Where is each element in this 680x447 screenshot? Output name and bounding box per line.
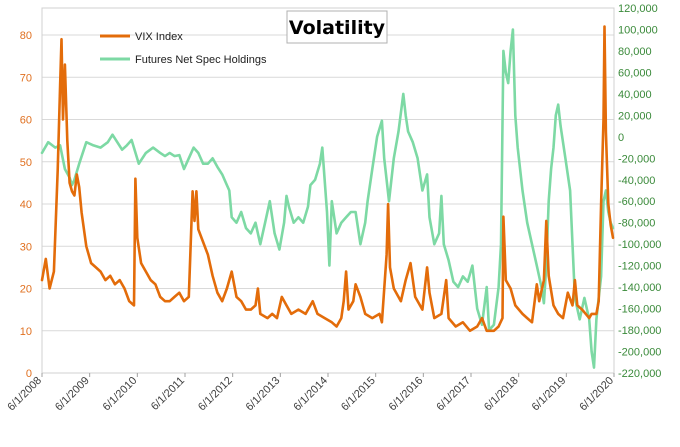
left-tick-label: 10	[20, 326, 32, 338]
right-axis-ticks: -220,000 -200,000 -180,000 -160,000 -140,000…	[618, 3, 661, 380]
left-axis-ticks: 0 10 20 30 40 50 60 70 80	[20, 30, 32, 380]
title-frame	[286, 10, 388, 44]
left-tick-label: 50	[20, 157, 32, 169]
left-tick-label: 60	[20, 115, 32, 127]
chart-title: Volatility	[289, 17, 386, 39]
x-tick-label: 6/1/2017	[434, 375, 473, 414]
x-tick-label: 6/1/2012	[196, 375, 235, 414]
x-axis-ticks: 6/1/2008 6/1/2009 6/1/2010 6/1/2011 6/1/2012…	[5, 373, 616, 413]
x-tick-label: 6/1/2015	[339, 375, 378, 414]
right-tick-label: 120,000	[618, 3, 658, 15]
left-tick-label: 20	[20, 284, 32, 296]
x-tick-label: 6/1/2008	[5, 375, 44, 414]
x-tick-label: 6/1/2011	[149, 375, 187, 413]
x-tick-label: 6/1/2009	[53, 375, 92, 414]
series-layer	[40, 25, 615, 369]
x-tick-label: 6/1/2013	[244, 375, 283, 414]
right-tick-label: -220,000	[618, 368, 661, 380]
right-tick-label: -160,000	[618, 304, 661, 316]
right-tick-label: 0	[618, 132, 624, 144]
left-tick-label: 30	[20, 241, 32, 253]
legend-label-vix: VIX Index	[135, 31, 183, 43]
left-tick-label: 0	[26, 368, 32, 380]
x-tick-label: 6/1/2014	[291, 375, 330, 414]
legend-label-futures: Futures Net Spec Holdings	[135, 54, 267, 66]
right-tick-label: -120,000	[618, 261, 661, 273]
right-tick-label: 100,000	[618, 24, 658, 36]
right-tick-label: -100,000	[618, 239, 661, 251]
x-tick-label: 6/1/2010	[101, 375, 140, 414]
right-tick-label: -80,000	[618, 218, 655, 230]
right-tick-label: -60,000	[618, 196, 655, 208]
title-box: Volatility	[286, 10, 388, 44]
right-tick-label: 60,000	[618, 67, 652, 79]
x-tick-label: 6/1/2020	[577, 375, 616, 414]
right-tick-label: -140,000	[618, 282, 661, 294]
x-tick-label: 6/1/2016	[387, 375, 426, 414]
series-line-futures	[40, 28, 615, 369]
right-tick-label: 40,000	[618, 89, 652, 101]
left-tick-label: 80	[20, 30, 32, 42]
series-line-vix	[40, 25, 615, 333]
left-tick-label: 70	[20, 72, 32, 84]
right-tick-label: 80,000	[618, 46, 652, 58]
x-tick-label: 6/1/2018	[482, 375, 521, 414]
x-tick-label: 6/1/2019	[530, 375, 569, 414]
right-tick-label: 20,000	[618, 110, 652, 122]
legend: VIX Index Futures Net Spec Holdings	[100, 31, 267, 66]
left-tick-label: 40	[20, 199, 32, 211]
right-tick-label: -20,000	[618, 153, 655, 165]
right-tick-label: -40,000	[618, 175, 655, 187]
gridlines	[42, 34, 614, 374]
right-tick-label: -180,000	[618, 325, 661, 337]
right-tick-label: -200,000	[618, 347, 661, 359]
